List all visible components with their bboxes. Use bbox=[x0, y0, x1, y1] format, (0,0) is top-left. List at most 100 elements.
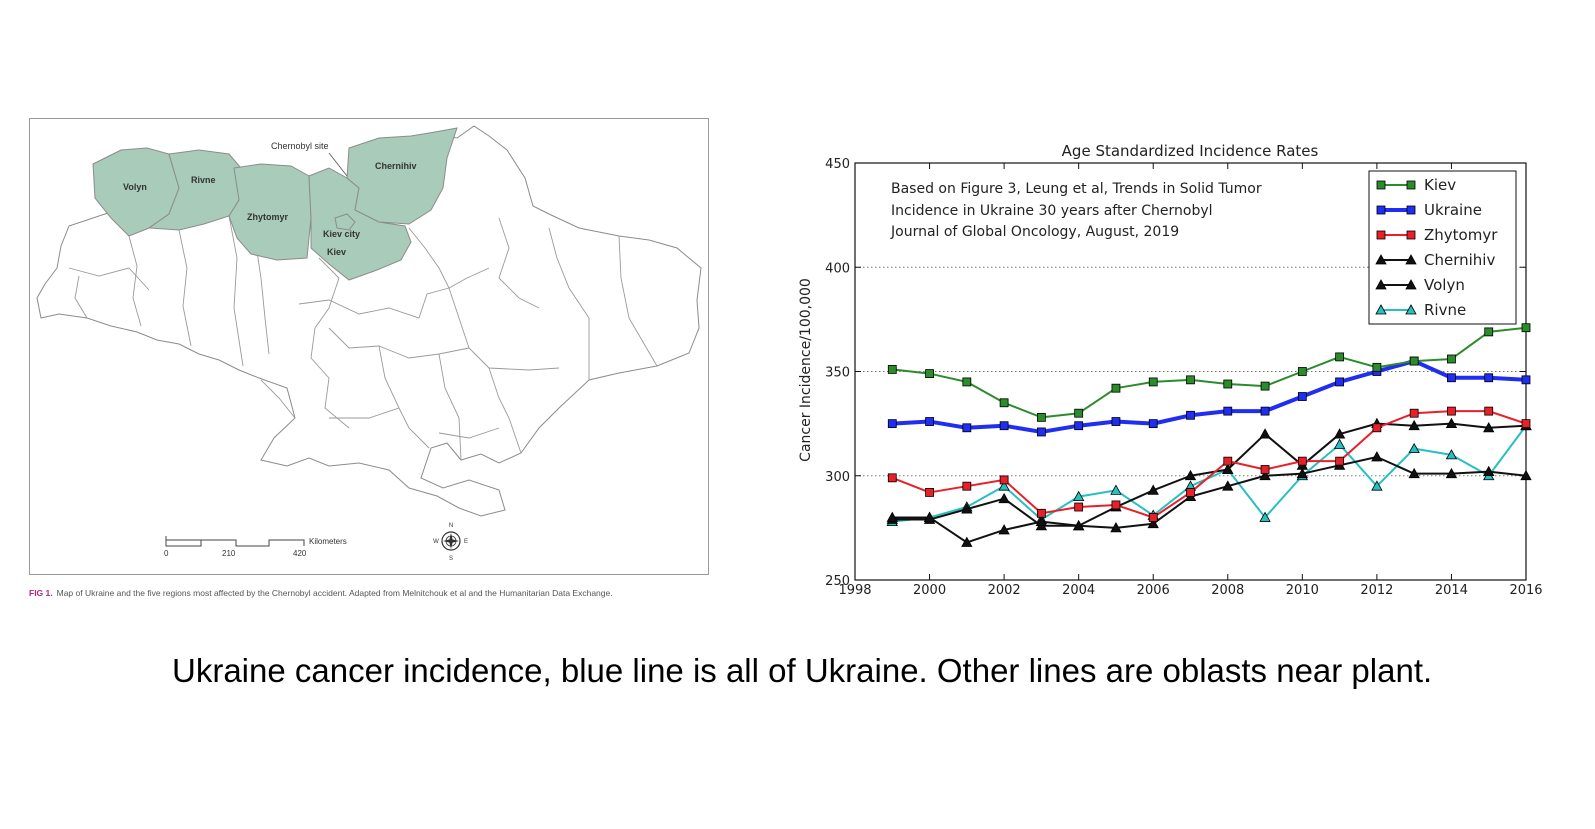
compass-e: E bbox=[464, 539, 468, 545]
series-line-zhytomyr bbox=[891, 410, 1527, 519]
point-rivne bbox=[1371, 480, 1383, 491]
legend-marker bbox=[1376, 205, 1386, 215]
series-zhytomyr bbox=[887, 406, 1531, 522]
compass-s: S bbox=[449, 556, 453, 562]
series-line-ukraine bbox=[892, 359, 1527, 434]
point-zhytomyr bbox=[1260, 465, 1270, 474]
point-volyn bbox=[998, 492, 1010, 504]
point-ukraine bbox=[1484, 373, 1494, 383]
point-zhytomyr bbox=[999, 475, 1009, 485]
point-ukraine bbox=[1223, 406, 1233, 416]
label-chernihiv: Chernihiv bbox=[375, 161, 417, 171]
point-chernihiv bbox=[998, 524, 1010, 535]
series-kiev bbox=[887, 323, 1531, 422]
series-chernihiv bbox=[886, 451, 1532, 547]
legend-item-volyn: Volyn bbox=[1375, 276, 1465, 294]
point-ukraine bbox=[925, 417, 934, 426]
point-volyn bbox=[1408, 419, 1420, 431]
scale-tick-420: 420 bbox=[293, 549, 307, 558]
point-rivne bbox=[1333, 438, 1346, 449]
point-kiev bbox=[1186, 375, 1195, 385]
scale-tick-0: 0 bbox=[164, 549, 169, 558]
label-kiev-city: Kiev city bbox=[323, 229, 360, 239]
label-volyn: Volyn bbox=[123, 182, 147, 192]
axes: 250 300 350 400 450 1998 2000 2002 2004 2006 2008 2… bbox=[825, 157, 1542, 598]
x-tick-label: 2002 bbox=[988, 583, 1021, 598]
legend-label: Chernihiv bbox=[1424, 251, 1495, 269]
legend-marker bbox=[1405, 254, 1417, 265]
y-tick-label: 450 bbox=[825, 157, 850, 172]
point-chernihiv bbox=[1445, 467, 1458, 479]
x-tick-label: 2000 bbox=[913, 583, 946, 598]
x-tick-label: 2010 bbox=[1286, 583, 1319, 598]
oblast-boundaries bbox=[68, 215, 658, 461]
legend-item-zhytomyr: Zhytomyr bbox=[1376, 226, 1498, 244]
point-ukraine bbox=[1111, 417, 1121, 426]
y-axis-label: Cancer Incidence/100,000 bbox=[798, 278, 814, 462]
y-tick-label: 250 bbox=[825, 574, 850, 589]
annotation-line-1: Based on Figure 3, Leung et al, Trends i… bbox=[891, 181, 1262, 197]
scale-tick-210: 210 bbox=[222, 549, 236, 558]
point-rivne bbox=[998, 480, 1010, 491]
point-ukraine bbox=[1186, 410, 1195, 420]
x-tick-label: 1998 bbox=[838, 583, 871, 598]
point-zhytomyr bbox=[1484, 406, 1494, 416]
legend-marker bbox=[1405, 304, 1417, 315]
x-tick-label: 2008 bbox=[1211, 583, 1244, 598]
x-tick-label: 2016 bbox=[1509, 583, 1542, 598]
ukraine-map: Volyn Rivne Zhytomyr Kiev city Kiev Cher… bbox=[29, 118, 709, 575]
x-tick-label: 2014 bbox=[1435, 583, 1468, 598]
x-tick-label: 2012 bbox=[1360, 583, 1393, 598]
point-chernihiv bbox=[1259, 469, 1271, 481]
point-ukraine bbox=[1260, 406, 1270, 416]
label-kiev: Kiev bbox=[327, 247, 346, 257]
x-tick-label: 2004 bbox=[1062, 583, 1095, 598]
series-line-kiev bbox=[892, 326, 1527, 419]
point-ukraine bbox=[1036, 427, 1046, 437]
region-zhytomyr bbox=[228, 163, 312, 261]
legend-label: Rivne bbox=[1424, 301, 1466, 319]
point-volyn bbox=[1184, 469, 1197, 481]
point-zhytomyr bbox=[1521, 419, 1531, 429]
label-chernobyl-site: Chernobyl site bbox=[271, 141, 329, 151]
affected-regions bbox=[92, 127, 458, 281]
point-kiev bbox=[1335, 352, 1345, 362]
point-rivne bbox=[1072, 490, 1085, 502]
point-kiev bbox=[1484, 327, 1494, 337]
point-kiev bbox=[1260, 381, 1270, 391]
point-kiev bbox=[1409, 356, 1419, 366]
x-tick-label: 2006 bbox=[1137, 583, 1170, 598]
legend-marker bbox=[1376, 180, 1386, 190]
legend-item-chernihiv: Chernihiv bbox=[1375, 251, 1495, 269]
legend-marker bbox=[1375, 279, 1387, 290]
legend-label: Zhytomyr bbox=[1424, 226, 1498, 244]
legend-marker bbox=[1405, 279, 1417, 290]
source-annotation: Based on Figure 3, Leung et al, Trends i… bbox=[890, 181, 1262, 240]
legend-label: Ukraine bbox=[1424, 201, 1482, 219]
legend-marker bbox=[1406, 230, 1416, 240]
point-rivne bbox=[1110, 484, 1122, 495]
point-zhytomyr bbox=[925, 488, 934, 497]
point-zhytomyr bbox=[1409, 408, 1419, 418]
point-ukraine bbox=[887, 419, 897, 429]
series-ukraine bbox=[887, 356, 1531, 437]
point-kiev bbox=[1297, 367, 1307, 376]
map-figure-caption-text: Map of Ukraine and the five regions most… bbox=[56, 588, 613, 598]
legend: Kiev Ukraine Zhytomyr Chernihiv Volyn Rivne bbox=[1368, 170, 1517, 325]
label-zhytomyr: Zhytomyr bbox=[247, 212, 289, 222]
point-volyn bbox=[1483, 421, 1495, 433]
legend-marker bbox=[1406, 205, 1416, 215]
compass-rose-icon: N S E W bbox=[433, 523, 468, 562]
point-zhytomyr bbox=[1447, 406, 1456, 416]
point-chernihiv bbox=[1035, 515, 1048, 527]
map-figure-number: FIG 1. bbox=[29, 588, 53, 598]
legend-marker bbox=[1406, 180, 1416, 190]
point-zhytomyr bbox=[1036, 508, 1046, 518]
point-chernihiv bbox=[886, 511, 898, 522]
point-kiev bbox=[1447, 354, 1456, 364]
point-volyn bbox=[1147, 484, 1159, 495]
compass-n: N bbox=[449, 523, 453, 529]
chart-title: Age Standardized Incidence Rates bbox=[1062, 142, 1319, 160]
point-kiev bbox=[1372, 362, 1382, 372]
scale-bar bbox=[165, 536, 305, 547]
